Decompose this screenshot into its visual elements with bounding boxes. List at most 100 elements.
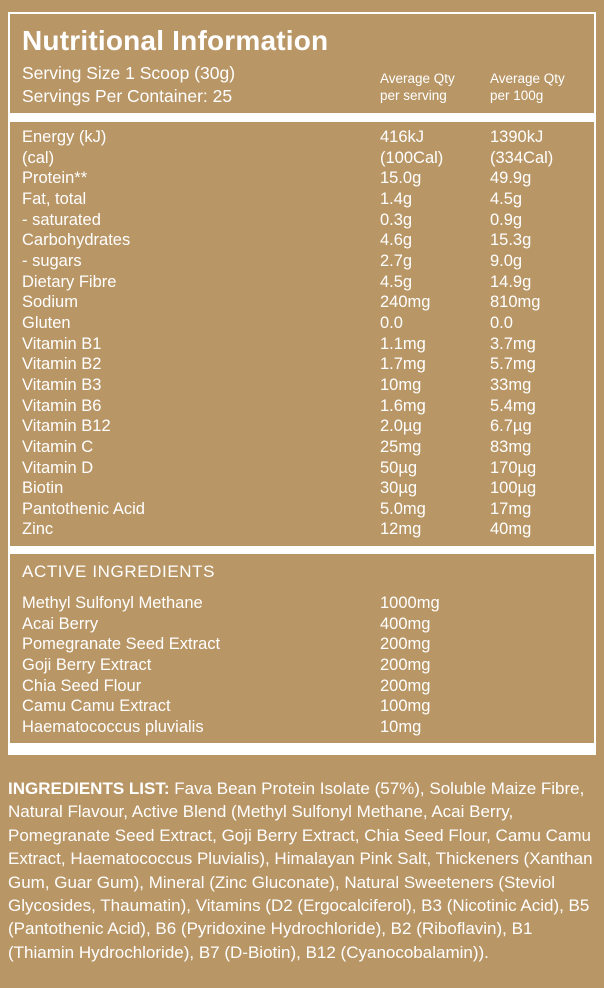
value-per-serving: 2.7g (380, 251, 413, 270)
value-per-100g: 0.9g (490, 210, 523, 229)
value-per-100g: 83mg (490, 437, 532, 456)
divider (10, 546, 594, 555)
value-per-100g: 4.5g (490, 189, 523, 208)
value-per-serving: 0.3g (380, 210, 413, 229)
value-per-serving: 25mg (380, 437, 422, 456)
active-ingredient-row: Haematococcus pluvialis 10mg (22, 717, 584, 738)
nutrient-name: Vitamin B6 (22, 396, 102, 415)
value-per-100g: 14.9g (490, 272, 532, 291)
column-header-line: Average Qty (380, 71, 455, 86)
ingredient-amount: 1000mg (380, 594, 440, 613)
value-per-100g: (334Cal) (490, 148, 554, 167)
ingredient-name: Pomegranate Seed Extract (22, 635, 221, 654)
value-per-100g: 49.9g (490, 169, 532, 188)
value-per-serving: 12mg (380, 520, 422, 539)
nutrition-table: Energy (kJ) 416kJ 1390kJ (cal) (100Cal) … (10, 122, 594, 540)
nutrient-name: Gluten (22, 313, 71, 332)
serving-header-row: Serving Size 1 Scoop (30g) Servings Per … (22, 62, 584, 108)
nutrition-panel: Nutritional Information Serving Size 1 S… (8, 12, 596, 755)
table-row: Vitamin B6 1.6mg 5.4mg (22, 396, 584, 417)
servings-per-container: Servings Per Container: 25 (22, 86, 233, 106)
ingredients-list: INGREDIENTS LIST: Fava Bean Protein Isol… (8, 777, 600, 964)
nutrient-name: - saturated (22, 210, 101, 229)
value-per-100g: 1390kJ (490, 128, 544, 146)
value-per-100g: 15.3g (490, 231, 532, 250)
table-row: Vitamin B12 2.0µg 6.7µg (22, 416, 584, 437)
serving-info: Serving Size 1 Scoop (30g) Servings Per … (22, 62, 380, 108)
serving-size: Serving Size 1 Scoop (30g) (22, 63, 236, 83)
value-per-serving: 4.5g (380, 272, 413, 291)
column-header-line: per 100g (490, 88, 544, 103)
table-row: Vitamin B3 10mg 33mg (22, 375, 584, 396)
value-per-100g: 6.7µg (490, 417, 532, 436)
value-per-serving: 240mg (380, 293, 431, 312)
ingredient-name: Methyl Sulfonyl Methane (22, 594, 203, 613)
nutrient-name: Vitamin C (22, 437, 94, 456)
value-per-100g: 100µg (490, 479, 537, 498)
value-per-serving: 2.0µg (380, 417, 422, 436)
active-ingredient-row: Acai Berry 400mg (22, 614, 584, 635)
nutrient-name: Vitamin B12 (22, 417, 111, 436)
table-row: Zinc 12mg 40mg (22, 519, 584, 540)
table-row: Vitamin D 50µg 170µg (22, 458, 584, 479)
table-row: Dietary Fibre 4.5g 14.9g (22, 272, 584, 293)
nutrient-name: Dietary Fibre (22, 272, 117, 291)
ingredient-amount: 200mg (380, 656, 431, 675)
nutrient-name: Biotin (22, 479, 64, 498)
ingredient-name: Acai Berry (22, 614, 99, 633)
value-per-100g: 810mg (490, 293, 541, 312)
value-per-serving: 1.7mg (380, 355, 426, 374)
table-row: Sodium 240mg 810mg (22, 292, 584, 313)
value-per-100g: 40mg (490, 520, 532, 539)
nutrient-name: Energy (kJ) (22, 128, 107, 146)
column-header-per-100g: Average Qty per 100g (490, 62, 584, 108)
table-row: - sugars 2.7g 9.0g (22, 251, 584, 272)
nutrient-name: Sodium (22, 293, 78, 312)
active-ingredients-heading: ACTIVE INGREDIENTS (22, 562, 216, 582)
nutrient-name: Carbohydrates (22, 231, 131, 250)
active-ingredient-row: Camu Camu Extract 100mg (22, 696, 584, 717)
table-row: - saturated 0.3g 0.9g (22, 210, 584, 231)
value-per-serving: 50µg (380, 458, 418, 477)
active-ingredient-row: Methyl Sulfonyl Methane 1000mg (22, 593, 584, 614)
value-per-100g: 3.7mg (490, 334, 536, 353)
ingredients-list-text: Fava Bean Protein Isolate (57%), Soluble… (8, 779, 593, 962)
column-header-per-serving: Average Qty per serving (380, 62, 490, 108)
panel-header: Nutritional Information Serving Size 1 S… (10, 14, 594, 108)
table-row: Fat, total 1.4g 4.5g (22, 189, 584, 210)
value-per-serving: 5.0mg (380, 499, 426, 518)
nutrient-name: (cal) (22, 148, 55, 167)
table-row: Energy (kJ) 416kJ 1390kJ (22, 127, 584, 148)
value-per-serving: (100Cal) (380, 148, 444, 167)
ingredient-amount: 200mg (380, 635, 431, 654)
table-row: Vitamin B1 1.1mg 3.7mg (22, 334, 584, 355)
value-per-serving: 30µg (380, 479, 418, 498)
value-per-serving: 10mg (380, 375, 422, 394)
divider (10, 113, 594, 122)
nutrient-name: Vitamin B3 (22, 375, 102, 394)
active-ingredients-list: Methyl Sulfonyl Methane 1000mg Acai Berr… (22, 593, 584, 738)
ingredient-amount: 400mg (380, 614, 431, 633)
ingredient-name: Goji Berry Extract (22, 656, 152, 675)
active-ingredient-row: Pomegranate Seed Extract 200mg (22, 634, 584, 655)
nutrient-name: Fat, total (22, 189, 87, 208)
value-per-serving: 416kJ (380, 128, 425, 146)
ingredient-amount: 200mg (380, 676, 431, 695)
nutrient-name: Zinc (22, 520, 54, 539)
nutrient-name: Vitamin D (22, 458, 94, 477)
value-per-serving: 1.1mg (380, 334, 426, 353)
value-per-serving: 1.6mg (380, 396, 426, 415)
nutrient-name: - sugars (22, 251, 82, 270)
nutrient-name: Pantothenic Acid (22, 499, 145, 518)
value-per-100g: 5.7mg (490, 355, 536, 374)
table-row: Carbohydrates 4.6g 15.3g (22, 230, 584, 251)
value-per-100g: 170µg (490, 458, 537, 477)
table-row: Vitamin C 25mg 83mg (22, 437, 584, 458)
value-per-100g: 5.4mg (490, 396, 536, 415)
active-ingredients-section: ACTIVE INGREDIENTS Methyl Sulfonyl Metha… (10, 554, 594, 738)
value-per-100g: 17mg (490, 499, 532, 518)
nutrient-name: Protein** (22, 169, 88, 188)
table-row: Protein** 15.0g 49.9g (22, 168, 584, 189)
value-per-serving: 1.4g (380, 189, 413, 208)
